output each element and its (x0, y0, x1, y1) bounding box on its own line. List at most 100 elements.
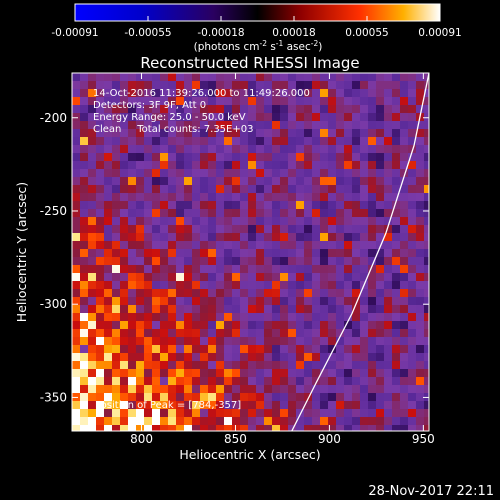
heatmap-cell (400, 257, 408, 265)
heatmap-cell (336, 137, 344, 145)
heatmap-cell (72, 401, 80, 409)
heatmap-cell (384, 209, 392, 217)
heatmap-cell (280, 393, 288, 401)
heatmap-cell (72, 145, 80, 153)
heatmap-cell (312, 273, 320, 281)
heatmap-cell (80, 169, 88, 177)
heatmap-cell (192, 129, 200, 137)
heatmap-cell (88, 193, 96, 201)
heatmap-cell (312, 385, 320, 393)
heatmap-cell (72, 225, 80, 233)
heatmap-cell (160, 121, 168, 129)
heatmap-cell (176, 265, 184, 273)
heatmap-cell (344, 329, 352, 337)
heatmap-cell (168, 73, 176, 81)
heatmap-cell (408, 153, 416, 161)
heatmap-cell (264, 369, 272, 377)
heatmap-cell (384, 289, 392, 297)
heatmap-cell (400, 281, 408, 289)
heatmap-cell (368, 393, 376, 401)
colorbar-tick-label: -0.00091 (51, 27, 98, 39)
heatmap-cell (328, 369, 336, 377)
heatmap-cell (368, 161, 376, 169)
heatmap-cell (104, 233, 112, 241)
heatmap-cell (328, 209, 336, 217)
heatmap-cell (160, 233, 168, 241)
heatmap-cell (408, 401, 416, 409)
heatmap-cell (248, 401, 256, 409)
heatmap-cell (200, 377, 208, 385)
heatmap-cell (160, 337, 168, 345)
heatmap-cell (208, 401, 216, 409)
heatmap-cell (344, 153, 352, 161)
heatmap-cell (384, 369, 392, 377)
heatmap-cell (280, 297, 288, 305)
heatmap-cell (344, 193, 352, 201)
heatmap-cell (360, 321, 368, 329)
heatmap-cell (344, 161, 352, 169)
heatmap-cell (240, 361, 248, 369)
heatmap-cell (176, 209, 184, 217)
heatmap-cell (152, 73, 160, 81)
heatmap-cell (208, 105, 216, 113)
heatmap-cell (80, 393, 88, 401)
heatmap-cell (168, 169, 176, 177)
heatmap-cell (200, 257, 208, 265)
heatmap-cell (384, 377, 392, 385)
heatmap-cell (80, 129, 88, 137)
heatmap-cell (176, 345, 184, 353)
heatmap-cell (128, 329, 136, 337)
heatmap-cell (248, 353, 256, 361)
heatmap-cell (328, 273, 336, 281)
heatmap-cell (216, 377, 224, 385)
heatmap-cell (120, 193, 128, 201)
heatmap-cell (136, 185, 144, 193)
heatmap-cell (160, 201, 168, 209)
heatmap-cell (344, 297, 352, 305)
heatmap-cell (376, 169, 384, 177)
heatmap-cell (360, 337, 368, 345)
heatmap-cell (200, 313, 208, 321)
heatmap-cell (224, 225, 232, 233)
heatmap-cell (312, 137, 320, 145)
heatmap-cell (120, 249, 128, 257)
heatmap-cell (256, 265, 264, 273)
heatmap-cell (168, 377, 176, 385)
heatmap-cell (392, 417, 400, 425)
heatmap-cell (368, 89, 376, 97)
heatmap-cell (240, 121, 248, 129)
heatmap-cell (376, 401, 384, 409)
heatmap-cell (96, 369, 104, 377)
heatmap-cell (400, 249, 408, 257)
heatmap-cell (232, 273, 240, 281)
heatmap-cell (232, 305, 240, 313)
heatmap-cell (296, 289, 304, 297)
heatmap-cell (192, 337, 200, 345)
heatmap-cell (416, 225, 424, 233)
y-tick-label: -300 (40, 297, 67, 311)
heatmap-cell (208, 137, 216, 145)
heatmap-cell (256, 345, 264, 353)
heatmap-cell (328, 161, 336, 169)
heatmap-cell (272, 145, 280, 153)
heatmap-cell (360, 89, 368, 97)
heatmap-cell (240, 321, 248, 329)
heatmap-cell (208, 361, 216, 369)
heatmap-cell (392, 97, 400, 105)
heatmap-cell (304, 113, 312, 121)
heatmap-cell (80, 409, 88, 417)
heatmap-cell (344, 209, 352, 217)
heatmap-cell (416, 265, 424, 273)
heatmap-cell (232, 345, 240, 353)
heatmap-cell (336, 201, 344, 209)
heatmap-cell (384, 337, 392, 345)
heatmap-cell (272, 217, 280, 225)
heatmap-cell (192, 265, 200, 273)
heatmap-cell (352, 177, 360, 185)
heatmap-cell (360, 265, 368, 273)
heatmap-cell (264, 89, 272, 97)
heatmap-cell (96, 97, 104, 105)
heatmap-cell (400, 369, 408, 377)
heatmap-cell (80, 417, 88, 425)
heatmap-cell (328, 233, 336, 241)
